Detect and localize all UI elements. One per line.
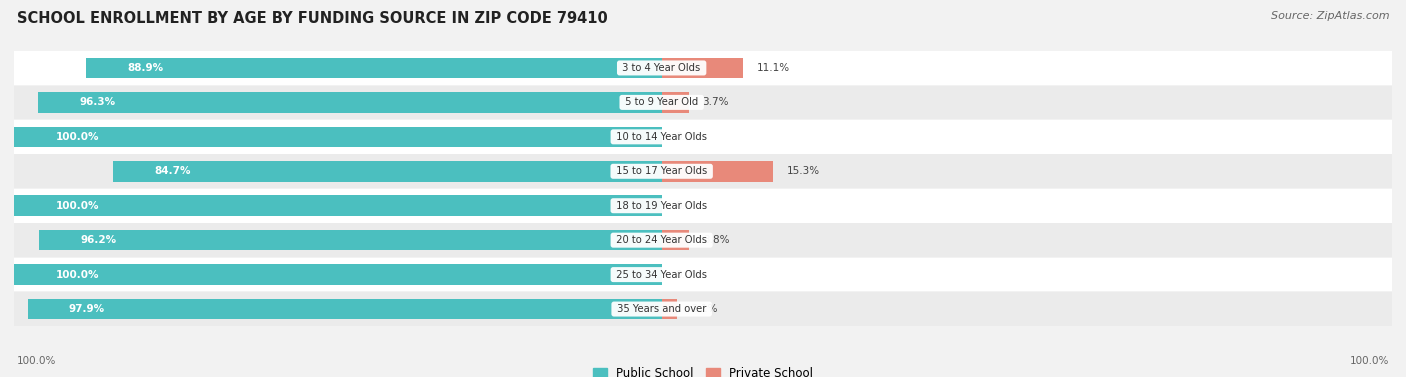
Text: 18 to 19 Year Olds: 18 to 19 Year Olds [613, 201, 710, 211]
Text: 5 to 9 Year Old: 5 to 9 Year Old [621, 97, 702, 107]
Text: 0.0%: 0.0% [675, 132, 702, 142]
Text: 3.8%: 3.8% [703, 235, 730, 245]
Bar [112, 161, 662, 182]
Text: 88.9%: 88.9% [128, 63, 163, 73]
Text: 100.0%: 100.0% [55, 201, 98, 211]
Bar [662, 230, 689, 250]
Bar [662, 299, 678, 319]
Bar [662, 161, 773, 182]
Bar [86, 58, 662, 78]
Text: 100.0%: 100.0% [55, 270, 98, 280]
Bar [662, 58, 742, 78]
Text: SCHOOL ENROLLMENT BY AGE BY FUNDING SOURCE IN ZIP CODE 79410: SCHOOL ENROLLMENT BY AGE BY FUNDING SOUR… [17, 11, 607, 26]
Text: 3.7%: 3.7% [703, 97, 728, 107]
Text: 84.7%: 84.7% [155, 166, 191, 176]
Bar [14, 189, 1392, 222]
Bar [14, 155, 1392, 188]
Text: 96.2%: 96.2% [80, 235, 117, 245]
Text: Source: ZipAtlas.com: Source: ZipAtlas.com [1271, 11, 1389, 21]
Text: 11.1%: 11.1% [756, 63, 790, 73]
Bar [38, 92, 662, 113]
Text: 0.0%: 0.0% [675, 201, 702, 211]
Text: 15 to 17 Year Olds: 15 to 17 Year Olds [613, 166, 710, 176]
Text: 2.1%: 2.1% [690, 304, 717, 314]
Text: 25 to 34 Year Olds: 25 to 34 Year Olds [613, 270, 710, 280]
Bar [14, 223, 1392, 257]
Text: 15.3%: 15.3% [787, 166, 820, 176]
Bar [28, 299, 662, 319]
Bar [14, 86, 1392, 119]
Text: 0.0%: 0.0% [675, 270, 702, 280]
Text: 97.9%: 97.9% [69, 304, 105, 314]
Text: 3 to 4 Year Olds: 3 to 4 Year Olds [620, 63, 704, 73]
Text: 35 Years and over: 35 Years and over [614, 304, 710, 314]
Bar [14, 195, 662, 216]
Text: 96.3%: 96.3% [79, 97, 115, 107]
Text: 100.0%: 100.0% [1350, 356, 1389, 366]
Bar [14, 120, 1392, 154]
Bar [14, 292, 1392, 326]
Text: 20 to 24 Year Olds: 20 to 24 Year Olds [613, 235, 710, 245]
Bar [14, 127, 662, 147]
Bar [14, 51, 1392, 85]
Bar [662, 92, 689, 113]
Text: 100.0%: 100.0% [55, 132, 98, 142]
Legend: Public School, Private School: Public School, Private School [589, 363, 817, 377]
Bar [14, 264, 662, 285]
Bar [14, 258, 1392, 291]
Bar [39, 230, 662, 250]
Text: 100.0%: 100.0% [17, 356, 56, 366]
Text: 10 to 14 Year Olds: 10 to 14 Year Olds [613, 132, 710, 142]
